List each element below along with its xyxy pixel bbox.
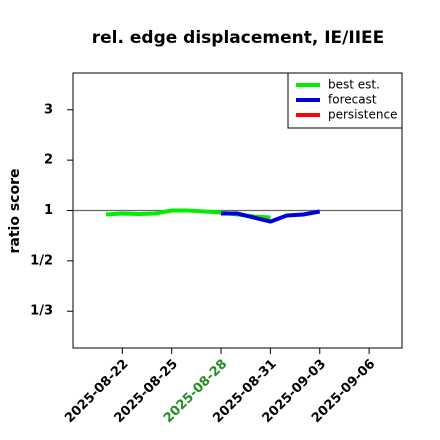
- legend-label: persistence: [328, 108, 397, 122]
- y-tick-label: 1/3: [30, 304, 53, 319]
- legend-label: best est.: [328, 78, 380, 92]
- legend-label: forecast: [328, 93, 377, 107]
- y-tick-label: 2: [44, 153, 53, 168]
- y-tick-label: 1/2: [30, 253, 53, 268]
- y-tick-label: 1: [44, 203, 53, 218]
- series-line: [221, 209, 321, 224]
- chart-title: rel. edge displacement, IE/IIEE: [92, 28, 385, 48]
- y-tick-label: 3: [44, 102, 53, 117]
- y-axis-label: ratio score: [7, 169, 23, 254]
